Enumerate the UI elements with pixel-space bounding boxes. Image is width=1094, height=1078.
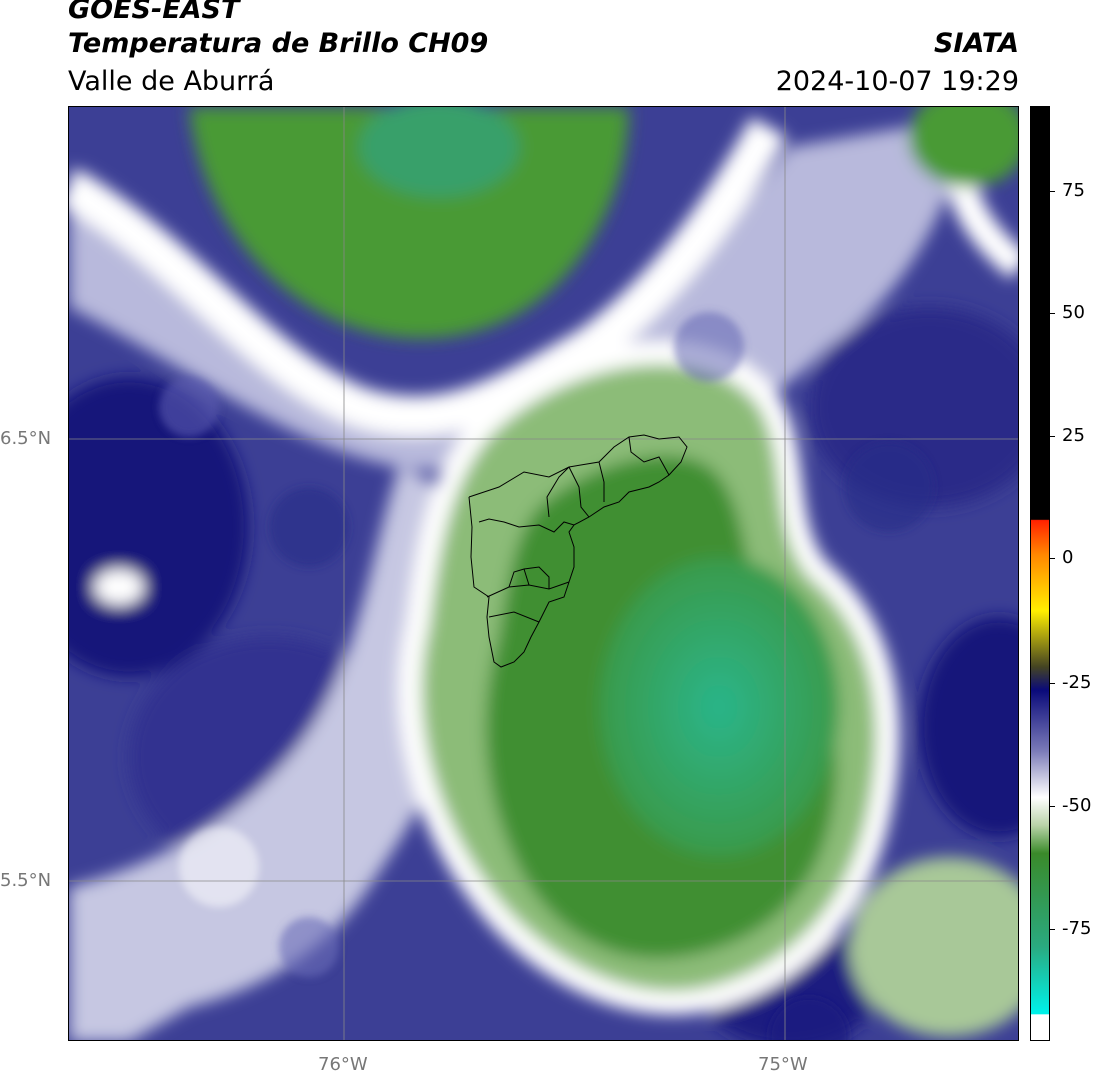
brightness-temperature-map xyxy=(69,107,1018,1040)
colorbar-tick-label: -75 xyxy=(1062,918,1092,939)
longitude-label-75w: 75°W xyxy=(758,1054,808,1075)
colorbar-tick-label: 0 xyxy=(1062,547,1074,568)
texture-noise xyxy=(159,312,934,1040)
colorbar-tick-mark xyxy=(1050,436,1055,437)
colorbar-tick-mark xyxy=(1050,191,1055,192)
map-panel[interactable] xyxy=(68,106,1019,1041)
satellite-title: GOES-EAST xyxy=(68,0,240,25)
colorbar-tick-label: -25 xyxy=(1062,672,1092,693)
temperature-colorbar xyxy=(1030,106,1050,1041)
colorbar-tick-label: 25 xyxy=(1062,425,1085,446)
colorbar-tick-mark xyxy=(1050,558,1055,559)
longitude-label-76w: 76°W xyxy=(318,1054,368,1075)
municipal-boundaries xyxy=(468,434,688,668)
organization-label: SIATA xyxy=(933,28,1019,59)
colorbar-tick-label: -50 xyxy=(1062,795,1092,816)
latitude-label-5-5n: 5.5°N xyxy=(0,870,52,891)
colorbar-tick-mark xyxy=(1050,683,1055,684)
region-title: Valle de Aburrá xyxy=(68,66,275,97)
latitude-label-6-5n: 6.5°N xyxy=(0,428,52,449)
colorbar-tick-mark xyxy=(1050,806,1055,807)
colorbar-tick-label: 75 xyxy=(1062,180,1085,201)
colorbar-tick-mark xyxy=(1050,929,1055,930)
timestamp-label: 2024-10-07 19:29 xyxy=(775,66,1019,97)
colorbar-tick-mark xyxy=(1050,313,1055,314)
product-title: Temperatura de Brillo CH09 xyxy=(68,28,489,59)
colorbar-tick-label: 50 xyxy=(1062,302,1085,323)
